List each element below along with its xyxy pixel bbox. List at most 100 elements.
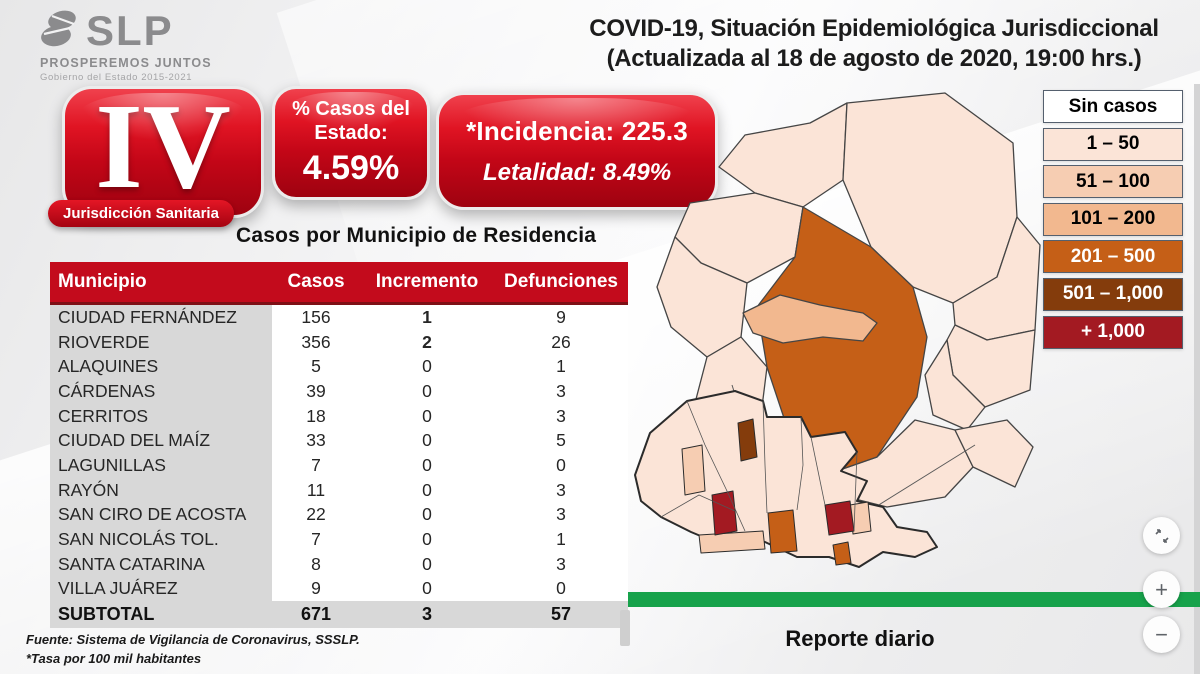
legend-item: 201 – 500 (1043, 240, 1183, 274)
footnote-rate: *Tasa por 100 mil habitantes (26, 650, 202, 666)
cell-defunciones: 3 (556, 479, 566, 500)
inset-municipality (698, 530, 766, 554)
column-header-municipio: Municipio (58, 271, 147, 292)
table-row: SANTA CATARINA 8 0 3 (50, 551, 628, 577)
municipality-rioverde (756, 206, 928, 474)
state-share-badge: % Casos del Estado: 4.59% (272, 86, 430, 200)
cell-defunciones: 57 (550, 604, 572, 625)
cell-casos: 671 (300, 604, 332, 625)
green-divider-bar (628, 592, 1200, 607)
cell-municipio: SANTA CATARINA (50, 551, 272, 577)
lethality-value: Letalidad: 8.49% (482, 158, 672, 186)
column-header-defunciones: Defunciones (503, 271, 619, 292)
table-row: SAN NICOLÁS TOL. 7 0 1 (50, 527, 628, 552)
cell-incremento: 0 (422, 380, 432, 401)
inset-municipality (824, 500, 855, 536)
cell-defunciones: 3 (556, 504, 566, 525)
cell-municipio: SUBTOTAL (58, 604, 155, 625)
scrollbar-handle[interactable] (620, 610, 630, 646)
inset-municipality (832, 541, 852, 566)
cell-casos: 356 (301, 331, 331, 352)
cell-municipio: RIOVERDE (50, 329, 272, 355)
cell-casos: 22 (306, 504, 326, 525)
inset-municipality (711, 490, 738, 536)
legend-item: 101 – 200 (1043, 202, 1183, 236)
jurisdiction-numeral: IV (95, 79, 231, 214)
minus-icon: − (1155, 621, 1168, 647)
cell-incremento: 0 (422, 553, 432, 574)
table-row: RAYÓN 11 0 3 (50, 477, 628, 503)
cell-incremento: 1 (422, 306, 432, 327)
footnote-source: Fuente: Sistema de Vigilancia de Coronav… (26, 632, 360, 647)
zoom-out-button[interactable]: − (1143, 616, 1180, 653)
cell-municipio: RAYÓN (50, 477, 272, 503)
cell-casos: 5 (311, 356, 321, 377)
cell-defunciones: 9 (556, 306, 566, 327)
cell-casos: 156 (301, 306, 331, 327)
inset-municipality (681, 444, 706, 496)
title-line-2: (Actualizada al 18 de agosto de 2020, 19… (606, 45, 1142, 73)
report-type-label: Reporte diario (785, 626, 935, 651)
incidence-value: *Incidencia: 225.3 (466, 115, 688, 146)
cell-municipio: ALAQUINES (50, 354, 272, 380)
cell-defunciones: 3 (556, 405, 566, 426)
state-share-label: % Casos del Estado: (292, 98, 410, 144)
plus-icon: + (1155, 576, 1168, 602)
table-row: CERRITOS 18 0 3 (50, 403, 628, 429)
cell-incremento: 0 (422, 430, 432, 451)
table-row: CIUDAD FERNÁNDEZ 156 1 9 (50, 305, 628, 330)
table-row: VILLA JUÁREZ 9 0 0 (50, 576, 628, 602)
cases-table: Municipio Casos Incremento Defunciones C… (50, 262, 628, 629)
subtotal-row: SUBTOTAL 671 3 57 (50, 601, 628, 629)
cell-defunciones: 5 (556, 430, 566, 451)
table-row: CIUDAD DEL MAÍZ 33 0 5 (50, 428, 628, 454)
cell-casos: 33 (306, 430, 326, 451)
table-row: ALAQUINES 5 0 1 (50, 354, 628, 380)
table-title: Casos por Municipio de Residencia (236, 224, 597, 247)
cell-defunciones: 26 (551, 331, 571, 352)
cell-casos: 8 (311, 553, 321, 574)
table-row: RIOVERDE 356 2 26 (50, 329, 628, 355)
municipality-ciudad-fernandez (742, 294, 878, 344)
title-line-1: COVID-19, Situación Epidemiológica Juris… (589, 15, 1159, 42)
cell-casos: 18 (306, 405, 326, 426)
cell-casos: 39 (306, 380, 326, 401)
cell-municipio: CERRITOS (50, 403, 272, 429)
page-title: COVID-19, Situación Epidemiológica Juris… (555, 14, 1193, 75)
cell-casos: 7 (311, 529, 321, 550)
legend-item: 51 – 100 (1043, 165, 1183, 199)
cell-incremento: 0 (422, 529, 432, 550)
cell-incremento: 2 (422, 331, 432, 352)
cell-incremento: 3 (421, 604, 432, 625)
municipality (954, 419, 1034, 488)
cell-municipio: SAN CIRO DE ACOSTA (50, 502, 272, 528)
legend-item: 1 – 50 (1043, 127, 1183, 161)
legend-item: 501 – 1,000 (1043, 277, 1183, 311)
cell-defunciones: 0 (556, 578, 566, 599)
state-inset-map (634, 390, 938, 568)
cell-defunciones: 1 (556, 529, 566, 550)
zoom-in-button[interactable]: + (1143, 571, 1180, 608)
table-row: LAGUNILLAS 7 0 0 (50, 453, 628, 478)
cell-incremento: 0 (422, 578, 432, 599)
cell-defunciones: 1 (556, 356, 566, 377)
fullscreen-button[interactable] (1143, 517, 1180, 554)
cell-defunciones: 3 (556, 380, 566, 401)
incidence-badge: *Incidencia: 225.3 Letalidad: 8.49% (436, 92, 718, 210)
cell-defunciones: 3 (556, 553, 566, 574)
jurisdiction-zoom-map (656, 92, 1041, 508)
viewer-gutter (1194, 84, 1200, 674)
logo-text: SLP (86, 7, 174, 54)
jurisdiction-badge: IV (62, 86, 264, 218)
cell-incremento: 0 (422, 405, 432, 426)
cell-casos: 11 (306, 479, 326, 500)
jurisdiction-ribbon: Jurisdicción Sanitaria (48, 200, 234, 227)
table-header: Municipio Casos Incremento Defunciones (50, 262, 628, 305)
column-header-incremento: Incremento (375, 271, 479, 292)
cell-incremento: 0 (422, 504, 432, 525)
fullscreen-icon (1154, 528, 1169, 543)
state-share-value: 4.59% (302, 149, 400, 187)
inset-municipality (767, 509, 798, 554)
map-legend: Sin casos 1 – 50 51 – 100 101 – 200 201 – 50… (1043, 90, 1185, 353)
